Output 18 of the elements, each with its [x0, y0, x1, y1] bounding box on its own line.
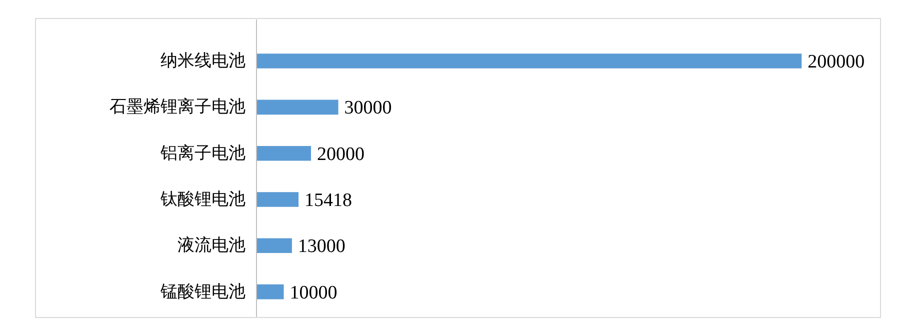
y-tick-label: 钛酸锂电池 [160, 190, 246, 210]
y-tick-label: 液流电池 [178, 236, 246, 256]
data-label: 15418 [304, 190, 352, 211]
data-label: 30000 [344, 98, 392, 119]
bar [256, 100, 338, 115]
y-tick-label: 铝离子电池 [160, 143, 246, 164]
bar [256, 238, 292, 254]
data-label: 200000 [808, 52, 865, 73]
y-tick-label: 石墨烯锂离子电池 [110, 97, 246, 118]
bar [256, 146, 312, 161]
y-tick-label: 锰酸锂电池 [160, 282, 246, 302]
bar [256, 284, 284, 300]
y-tick-label: 纳米线电池 [160, 51, 246, 72]
bar [256, 54, 802, 68]
bar [256, 192, 299, 207]
data-label: 10000 [290, 282, 338, 304]
data-label: 13000 [298, 236, 346, 258]
data-label: 20000 [317, 144, 365, 165]
